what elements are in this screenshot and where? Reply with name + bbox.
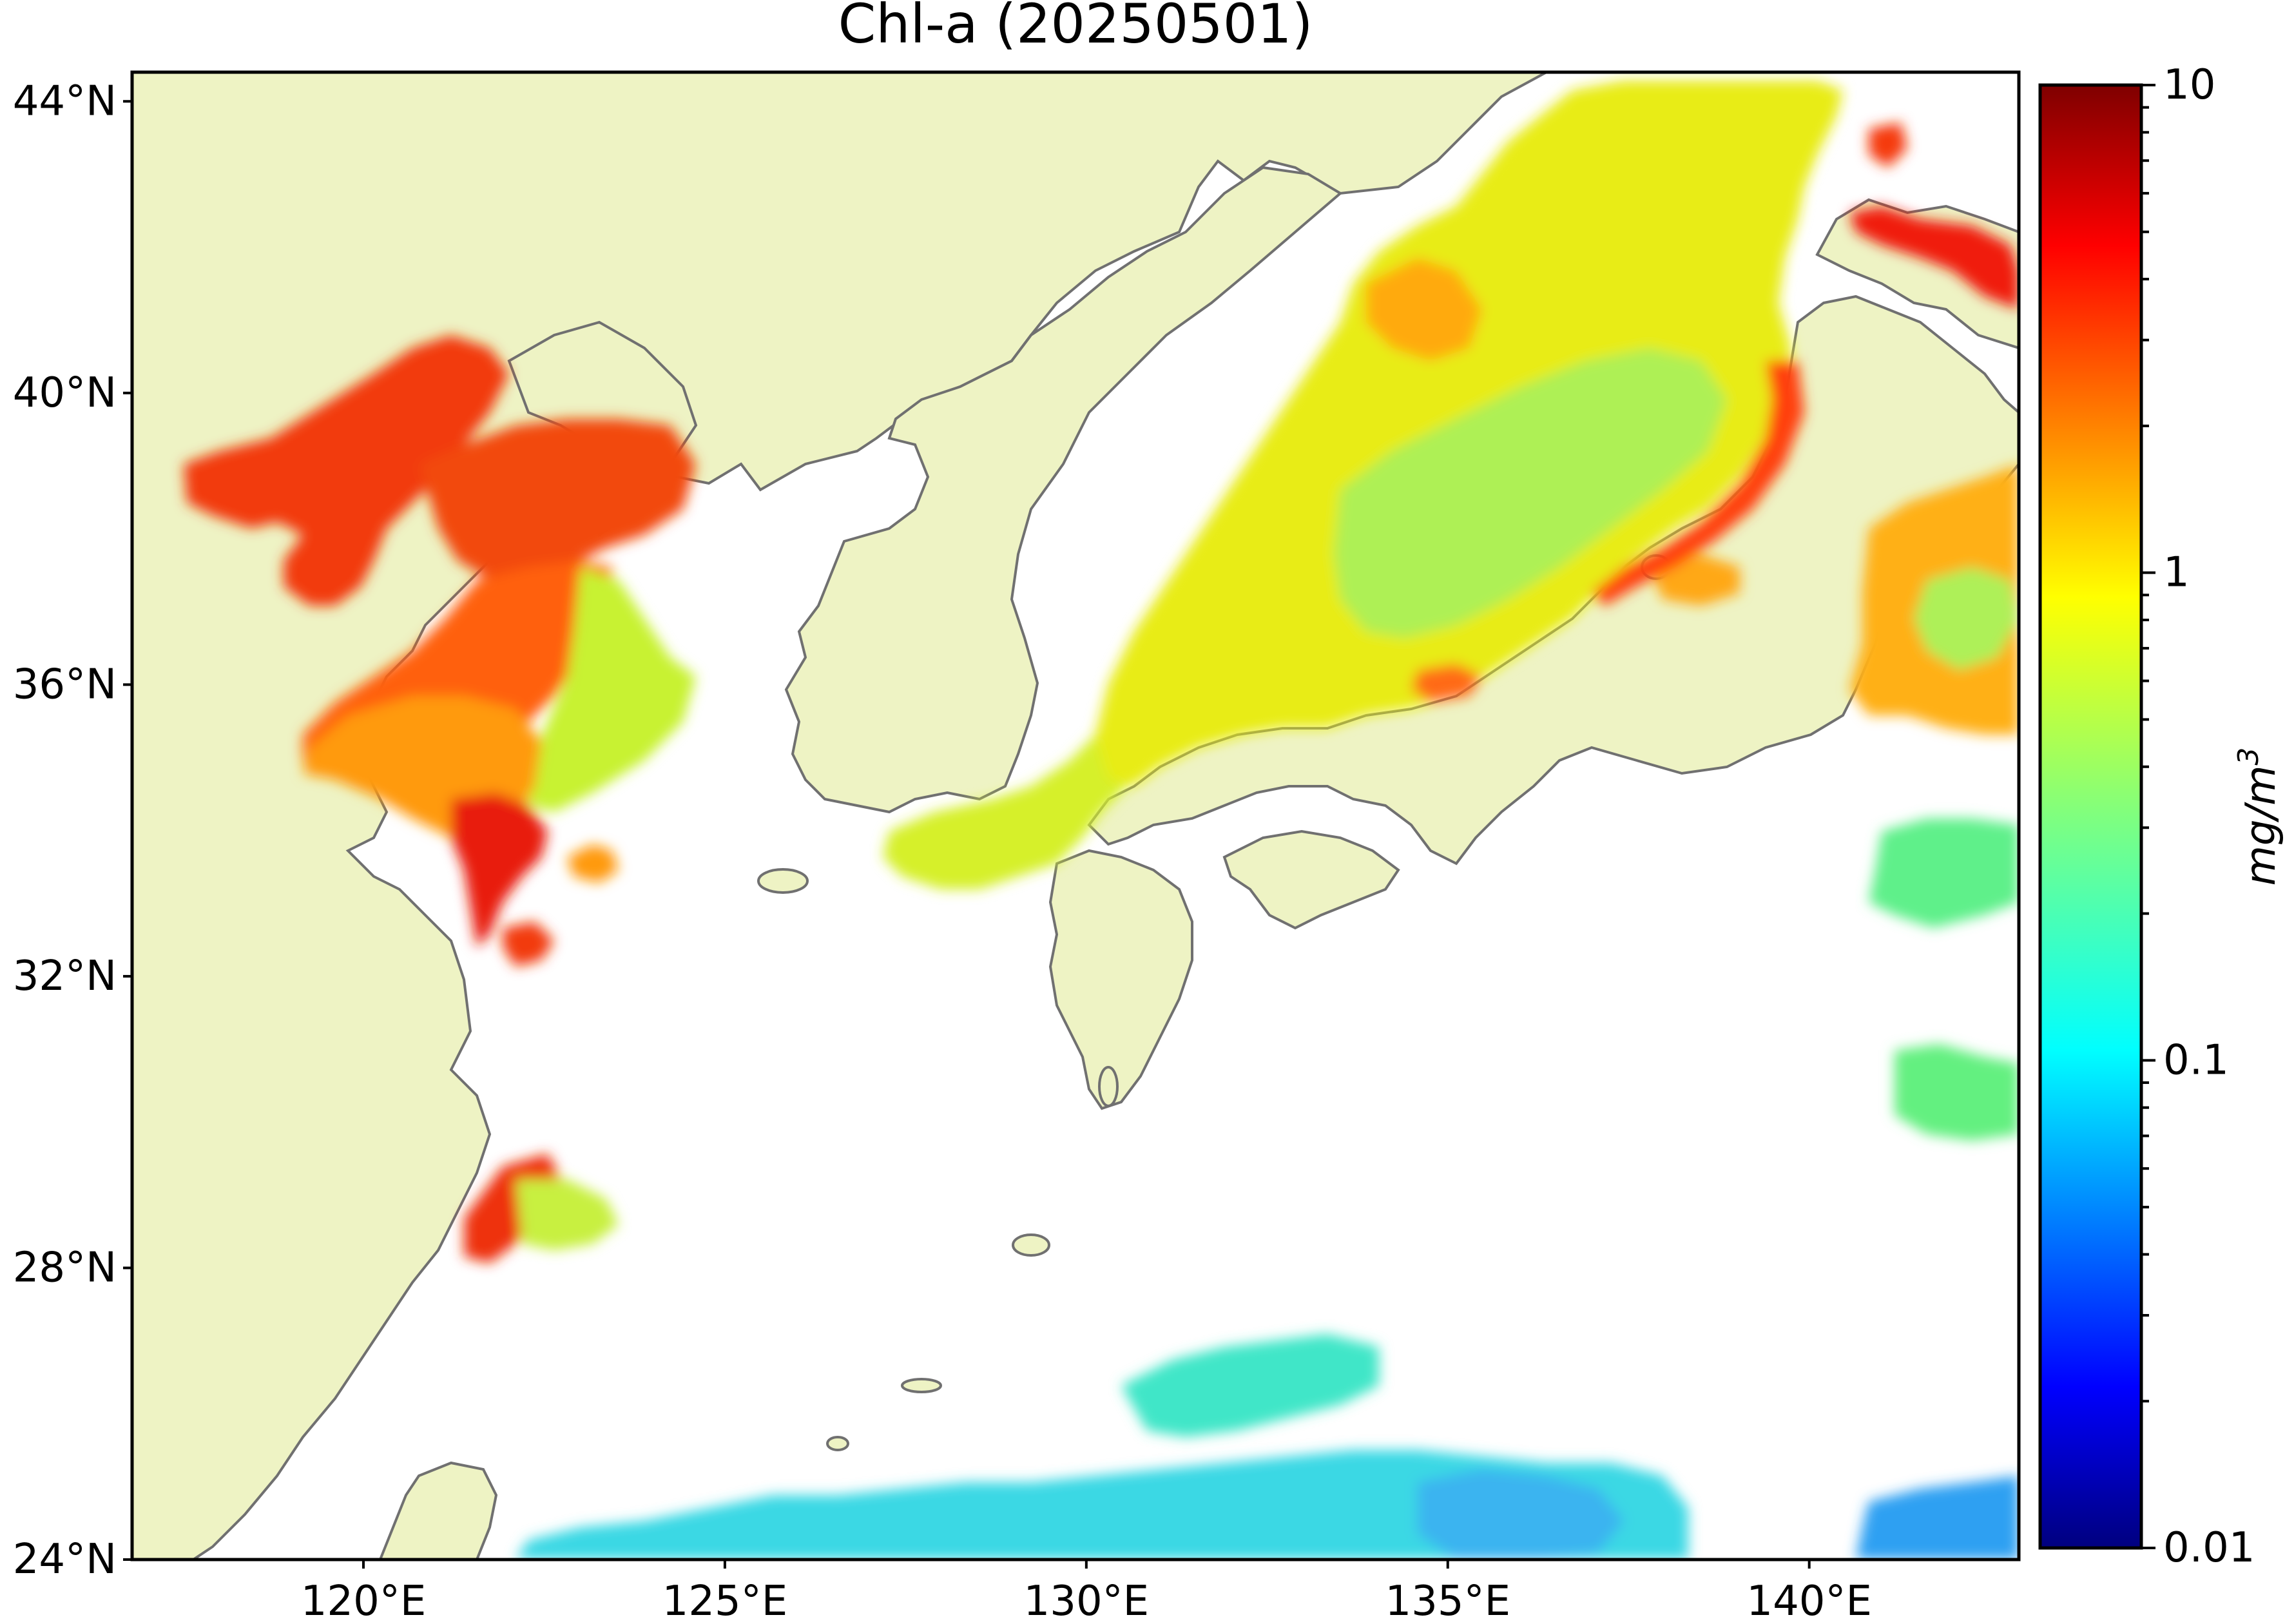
colorbar-tick-label: 0.1 [2163,1036,2229,1084]
lat-tick-label: 24°N [13,1536,117,1583]
land-jeju [757,868,809,894]
lat-tick-label: 36°N [13,661,117,708]
chla-ryukyu-south-2 [516,1450,1688,1560]
latitude-ticks: 24°N 28°N 32°N 36°N 40°N 44°N [13,77,132,1583]
land-ryukyu-1 [826,1436,849,1451]
colorbar-tick-label: 1 [2163,549,2190,597]
chla-pacific-south-blue [1418,1469,1624,1560]
chla-noto-bay [1411,664,1482,702]
lat-tick-label: 40°N [13,369,117,417]
unit-base: mg/m [2237,766,2285,886]
lat-tick-label: 32°N [13,952,117,1000]
chla-pacific-southeast [1856,1476,2019,1560]
land-tanegashima [1098,1066,1119,1107]
chla-ryukyu-south-1 [1121,1334,1379,1437]
chla-tsugaru [1849,206,2019,309]
lon-tick-label: 130°E [1024,1578,1150,1624]
colorbar-unit-label: mg/m3 [2232,748,2285,886]
lat-tick-label: 28°N [13,1244,117,1291]
lat-tick-label: 44°N [13,77,117,125]
lon-tick-label: 140°E [1746,1578,1872,1624]
map-frame [130,70,2021,1561]
lon-tick-label: 120°E [301,1578,427,1624]
land-kyushu [1048,849,1193,1110]
chla-yellow-sea-central [528,567,696,812]
chla-sea-of-japan-central [1334,348,1727,638]
land-amami [1012,1233,1050,1257]
colorbar-ticks: 0.01 0.1 1 10 [2141,61,2255,1572]
chla-data-layer [184,81,2019,1560]
chart-title: Chl-a (20250501) [838,0,1313,55]
chla-bohai [184,335,509,606]
land-taiwan [378,1461,498,1560]
chla-honshu-west-coast [1592,361,1804,606]
chla-pacific-tohoku-green [1914,567,2019,670]
chla-pacific-east-2 [1895,1044,2019,1141]
colorbar-gradient [2038,83,2143,1550]
lon-tick-label: 125°E [662,1578,788,1624]
chla-yangtze-plume [451,793,548,947]
colorbar-tick-label: 10 [2163,61,2215,109]
land-okinawa [901,1378,942,1393]
unit-exponent: 3 [2232,748,2265,766]
chla-yangtze-patch-2 [503,922,554,967]
chla-sea-of-japan-orange-1 [1366,258,1482,361]
chla-liaodong-bay [419,419,696,580]
map-area [132,72,2019,1560]
chla-hokkaido-north [1869,122,1907,168]
colorbar: 0.01 0.1 1 10 mg/m3 [2038,61,2285,1572]
colorbar-tick-label: 0.01 [2163,1524,2255,1572]
land-korea [784,166,1343,814]
chla-jeju-patch [567,844,619,883]
lon-tick-label: 135°E [1385,1578,1510,1624]
longitude-ticks: 120°E 125°E 130°E 135°E 140°E [301,1560,1872,1624]
land-shikoku [1222,829,1400,930]
chla-pacific-east-1 [1869,818,2019,928]
chla-zhejiang-offshore [516,1179,619,1250]
